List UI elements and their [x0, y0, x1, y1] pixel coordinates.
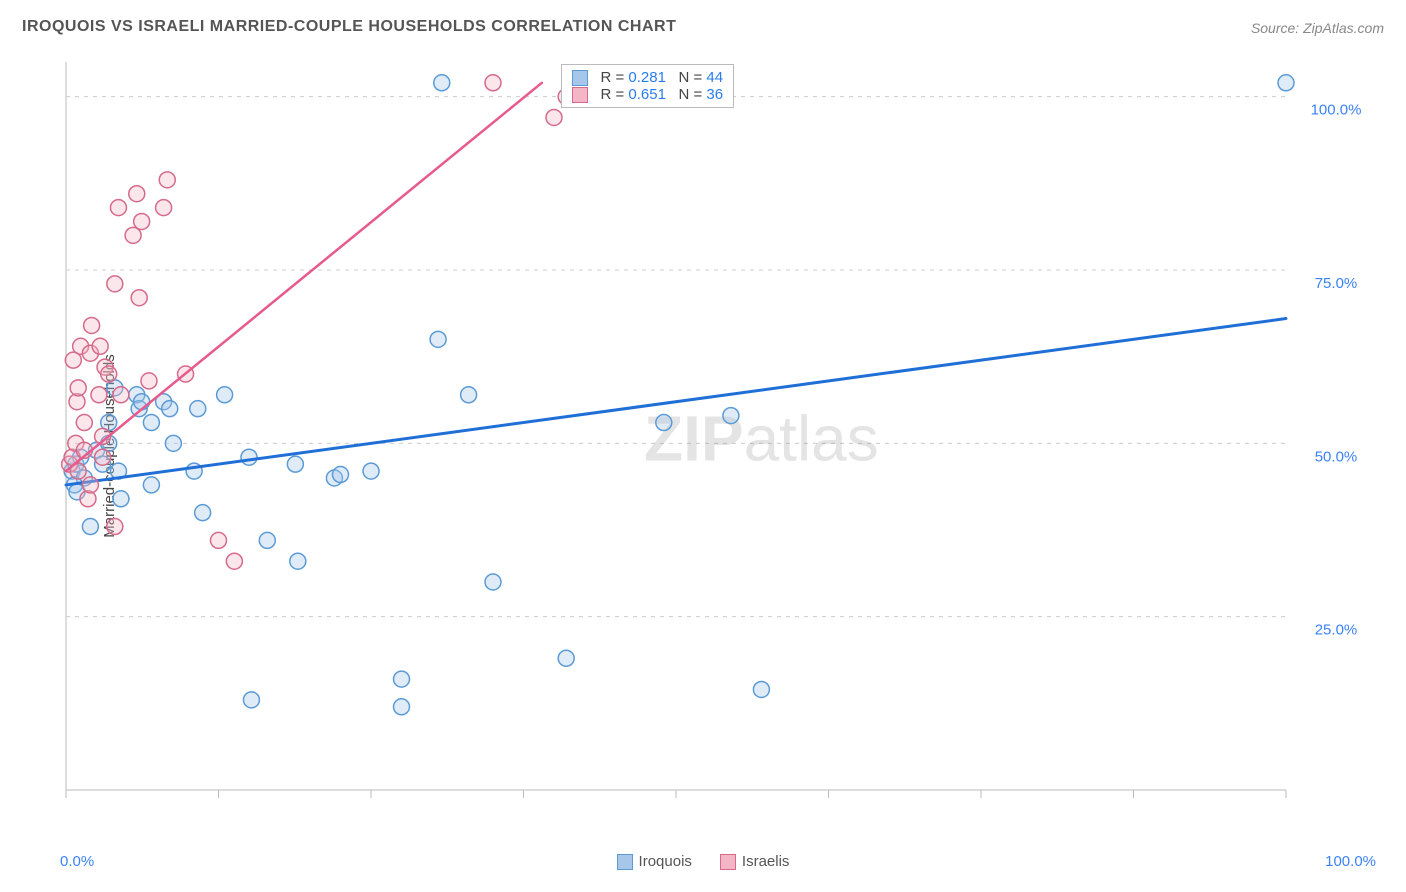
stats-row-israelis: R = 0.651 N = 36: [572, 86, 723, 103]
series-legend: Iroquois Israelis: [0, 853, 1406, 870]
stats-row-iroquois: R = 0.281 N = 44: [572, 69, 723, 86]
scatter-chart: 25.0% 50.0% 75.0% 100.0% ZIPatlas: [60, 56, 1376, 816]
legend-item-iroquois: Iroquois: [617, 853, 692, 870]
stats-swatch-israelis: [572, 87, 588, 103]
svg-text:50.0%: 50.0%: [1315, 448, 1358, 465]
plot-area: 25.0% 50.0% 75.0% 100.0% ZIPatlas: [60, 56, 1376, 816]
svg-text:ZIPatlas: ZIPatlas: [644, 402, 879, 474]
legend-label-iroquois: Iroquois: [639, 853, 692, 870]
source-name: ZipAtlas.com: [1303, 20, 1384, 36]
legend-swatch-iroquois: [617, 854, 633, 870]
svg-text:75.0%: 75.0%: [1315, 275, 1358, 292]
legend-label-israelis: Israelis: [742, 853, 790, 870]
svg-text:25.0%: 25.0%: [1315, 622, 1358, 639]
stats-swatch-iroquois: [572, 70, 588, 86]
svg-text:100.0%: 100.0%: [1311, 102, 1362, 119]
chart-container: IROQUOIS VS ISRAELI MARRIED-COUPLE HOUSE…: [0, 0, 1406, 892]
correlation-stats-box: R = 0.281 N = 44 R = 0.651 N = 36: [561, 64, 734, 108]
source-prefix: Source:: [1251, 20, 1303, 36]
chart-title: IROQUOIS VS ISRAELI MARRIED-COUPLE HOUSE…: [22, 18, 676, 36]
title-bar: IROQUOIS VS ISRAELI MARRIED-COUPLE HOUSE…: [0, 0, 1406, 42]
source-attribution: Source: ZipAtlas.com: [1251, 20, 1384, 36]
legend-item-israelis: Israelis: [720, 853, 790, 870]
legend-swatch-israelis: [720, 854, 736, 870]
